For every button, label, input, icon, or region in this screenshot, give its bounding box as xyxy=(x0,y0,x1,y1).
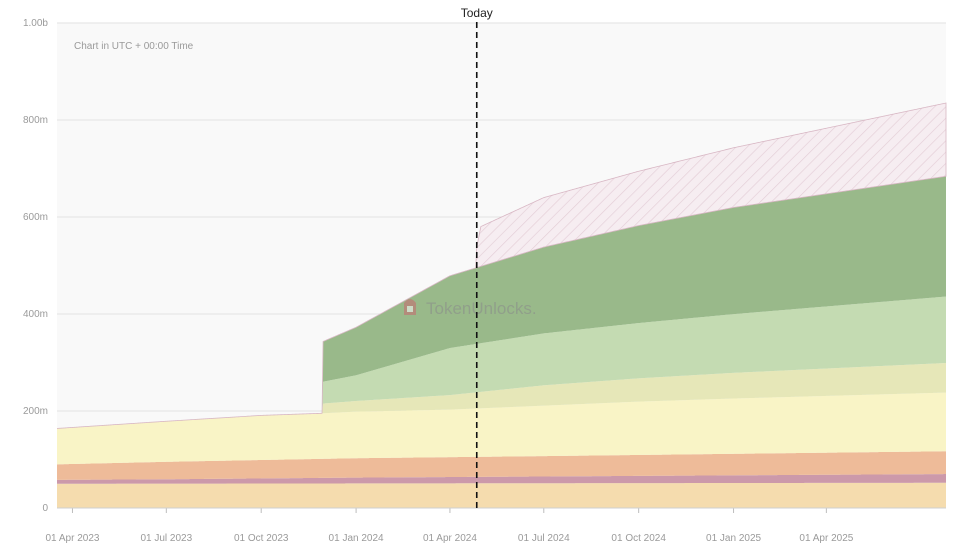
series-areas xyxy=(56,102,947,508)
series-area-5 xyxy=(57,362,946,429)
series-area-7 xyxy=(57,176,946,429)
timezone-note: Chart in UTC + 00:00 Time xyxy=(74,41,194,52)
x-tick-label: 01 Oct 2023 xyxy=(234,533,289,544)
x-tick-label: 01 Apr 2025 xyxy=(799,533,853,544)
x-tick-label: 01 Apr 2023 xyxy=(46,533,100,544)
watermark-text: TokenUnlocks. xyxy=(426,299,537,318)
series-area-8 xyxy=(56,102,947,429)
series-area-4 xyxy=(57,392,946,465)
y-tick-label: 1.00b xyxy=(23,18,48,29)
x-tick-label: 01 Apr 2024 xyxy=(423,533,477,544)
x-tick-label: 01 Oct 2024 xyxy=(611,533,666,544)
series-area-3 xyxy=(57,451,946,480)
x-tick-label: 01 Jan 2024 xyxy=(329,533,384,544)
x-tick-label: 01 Jul 2023 xyxy=(140,533,192,544)
series-area-1 xyxy=(57,482,946,508)
watermark: TokenUnlocks. xyxy=(404,299,537,318)
y-tick-label: 400m xyxy=(23,309,48,320)
x-tick-label: 01 Jul 2024 xyxy=(518,533,570,544)
y-tick-label: 600m xyxy=(23,212,48,223)
series-area-6 xyxy=(57,296,946,429)
token-unlocks-logo-icon xyxy=(404,299,416,315)
x-tick-label: 01 Jan 2025 xyxy=(706,533,761,544)
y-tick-label: 800m xyxy=(23,115,48,126)
series-area-2 xyxy=(57,474,946,484)
today-label: Today xyxy=(461,6,493,20)
y-axis: 0 200m 400m 600m 800m 1.00b xyxy=(23,18,48,514)
x-axis: 01 Apr 2023 01 Jul 2023 01 Oct 2023 01 Jan … xyxy=(46,507,946,544)
y-tick-label: 0 xyxy=(42,503,48,514)
y-tick-label: 200m xyxy=(23,406,48,417)
